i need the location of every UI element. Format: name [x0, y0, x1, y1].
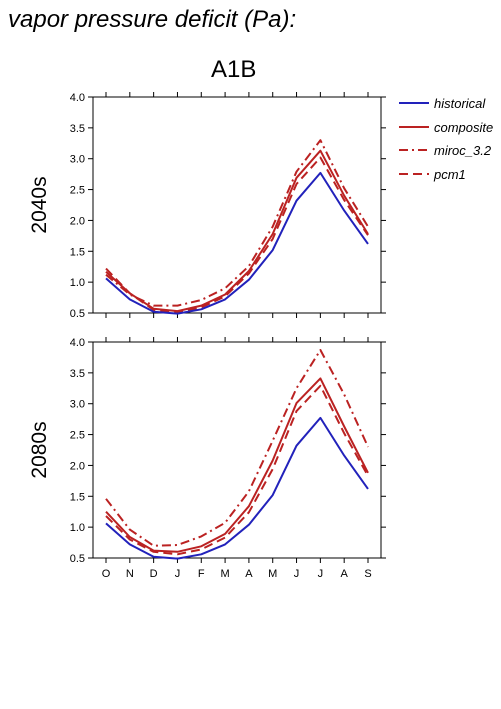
legend-swatch-miroc [399, 149, 429, 151]
x-tick-label-6: A [245, 568, 253, 580]
y-tick-label-2080s-7: 4.0 [70, 337, 85, 349]
y-tick-label-2080s-5: 3.0 [70, 399, 85, 411]
plot-frame-2080s [92, 341, 382, 559]
legend-label-miroc: miroc_3.2 [434, 143, 492, 158]
x-tick-label-7: M [268, 568, 277, 580]
series-line-historical-2080s [105, 416, 369, 560]
x-tick-label-9: J [318, 568, 324, 580]
series-line-historical-2040s [105, 171, 369, 315]
y-tick-label-2080s-3: 2.0 [70, 460, 85, 472]
series-line-composite-2040s [105, 149, 369, 313]
legend-label-composite: composite [434, 119, 494, 135]
legend-item-pcm1: pcm1 [398, 166, 501, 190]
scenario-label: A1B [211, 56, 257, 83]
y-tick-label-2040s-4: 2.5 [70, 185, 85, 197]
legend-swatch-pcm1 [399, 172, 429, 175]
x-tick-label-1: N [126, 568, 134, 580]
series-line-composite-2080s [105, 377, 369, 553]
period-label-2080s: 2080s [28, 421, 51, 479]
period-label-2040s: 2040s [28, 176, 51, 234]
x-tick-label-2: D [150, 568, 158, 580]
legend: historical composite miroc_3.2 pcm1 [398, 95, 501, 189]
x-tick-label-10: A [341, 568, 349, 580]
legend-swatch-historical [399, 102, 429, 104]
x-tick-label-5: M [221, 568, 230, 580]
legend-item-miroc: miroc_3.2 [398, 142, 501, 166]
x-tick-label-11: S [364, 568, 371, 580]
y-tick-label-2040s-6: 3.5 [70, 123, 85, 135]
y-tick-label-2080s-0: 0.5 [70, 553, 85, 565]
x-tick-label-8: J [294, 568, 300, 580]
y-tick-label-2040s-7: 4.0 [70, 92, 85, 104]
legend-label-historical: historical [434, 96, 486, 111]
series-line-miroc-3-2-2080s [105, 349, 369, 547]
legend-item-historical: historical [398, 95, 501, 119]
y-tick-label-2080s-4: 2.5 [70, 430, 85, 442]
y-tick-label-2040s-1: 1.0 [70, 277, 85, 289]
y-tick-label-2040s-2: 1.5 [70, 246, 85, 258]
x-tick-label-0: O [102, 568, 111, 580]
x-tick-label-4: F [198, 568, 205, 580]
y-tick-label-2040s-5: 3.0 [70, 154, 85, 166]
y-tick-label-2040s-0: 0.5 [70, 308, 85, 320]
y-tick-label-2080s-2: 1.5 [70, 491, 85, 503]
y-tick-label-2080s-6: 3.5 [70, 368, 85, 380]
y-tick-label-2040s-3: 2.0 [70, 215, 85, 227]
series-line-pcm1-2080s [105, 384, 369, 556]
x-tick-label-3: J [175, 568, 181, 580]
plot-frame-2040s [92, 96, 382, 314]
y-tick-label-2080s-1: 1.0 [70, 522, 85, 534]
legend-swatch-composite [399, 125, 429, 128]
legend-item-composite: composite [398, 119, 501, 143]
series-line-miroc-3-2-2040s [105, 139, 369, 307]
page-title: vapor pressure deficit (Pa): [8, 6, 297, 33]
legend-label-pcm1: pcm1 [434, 166, 466, 182]
series-line-pcm1-2040s [105, 156, 369, 314]
